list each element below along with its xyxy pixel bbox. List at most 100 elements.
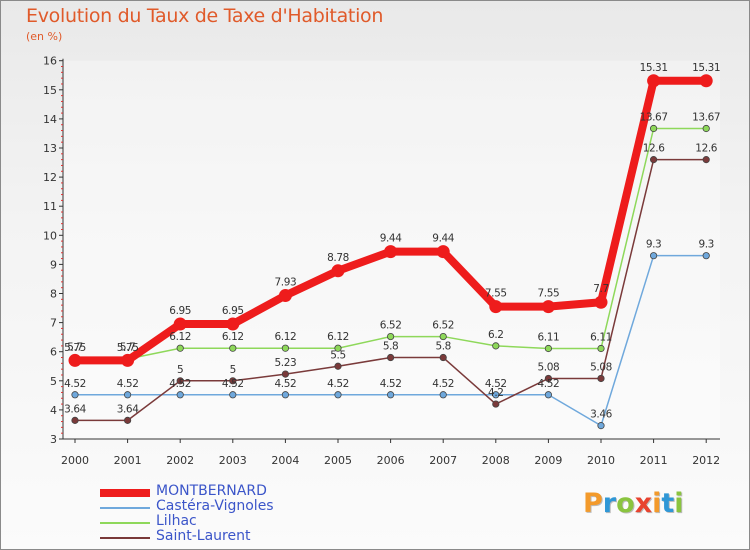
logo-letter: x: [634, 488, 653, 519]
y-tick-label: 16: [43, 55, 57, 68]
data-point: [121, 353, 135, 367]
data-point: [386, 391, 395, 399]
data-point: [489, 300, 503, 314]
x-tick-label: 2004: [271, 454, 299, 467]
data-label: 4.52: [222, 378, 244, 390]
y-tick-label: 7: [50, 317, 57, 330]
data-point: [541, 300, 555, 314]
data-label: 5.08: [590, 361, 612, 373]
data-label: 7.55: [485, 288, 507, 300]
data-point: [176, 344, 184, 352]
data-label: 5.08: [538, 361, 560, 373]
data-label: 9.3: [646, 239, 662, 251]
data-label: 5.5: [330, 349, 346, 361]
legend-label: Saint-Laurent: [156, 528, 251, 544]
data-label: 6.12: [275, 331, 297, 343]
data-point: [544, 391, 553, 399]
data-point: [439, 391, 447, 399]
data-point: [226, 317, 240, 331]
data-point: [334, 391, 342, 399]
data-label: 7.93: [275, 277, 297, 289]
logo-letter: P: [583, 488, 603, 519]
data-point: [124, 391, 132, 399]
data-label: 4.52: [64, 378, 86, 390]
chart-unit-label: (en %): [26, 30, 63, 43]
data-point: [386, 353, 395, 362]
data-label: 5.7: [67, 341, 83, 353]
legend-label: Lilhac: [156, 513, 197, 529]
x-tick-label: 2008: [482, 454, 510, 467]
data-point: [386, 332, 395, 341]
data-label: 6.12: [169, 331, 191, 343]
data-label: 7.55: [538, 288, 560, 300]
y-tick-label: 10: [43, 229, 57, 242]
data-label: 5.7: [120, 341, 136, 353]
y-tick-label: 6: [50, 346, 57, 359]
x-tick-label: 2001: [114, 454, 142, 467]
y-tick-label: 13: [43, 142, 57, 155]
data-label: 4.52: [485, 378, 507, 390]
data-point: [173, 317, 187, 331]
data-label: 6.2: [488, 329, 504, 341]
data-label: 4.52: [432, 378, 454, 390]
data-point: [281, 391, 289, 399]
data-point: [124, 416, 132, 424]
data-point: [544, 374, 553, 383]
data-point: [594, 295, 608, 309]
x-tick-label: 2012: [692, 454, 720, 467]
data-point: [176, 377, 184, 385]
x-tick-label: 2005: [324, 454, 352, 467]
data-point: [229, 344, 237, 352]
data-label: 4.52: [327, 378, 349, 390]
data-label: 13.67: [692, 112, 720, 124]
data-label: 6.52: [380, 320, 402, 332]
y-tick-label: 11: [43, 200, 57, 213]
chart-title: Evolution du Taux de Taxe d'Habitation: [26, 5, 384, 27]
data-label: 6.95: [222, 305, 244, 317]
data-label: 13.67: [640, 112, 668, 124]
logo-letter: i: [674, 488, 684, 519]
data-point: [71, 391, 79, 399]
y-tick-label: 14: [43, 113, 57, 126]
logo-letter: i: [652, 488, 662, 519]
data-label: 9.3: [698, 239, 714, 251]
data-point: [229, 391, 237, 399]
data-point: [702, 124, 710, 133]
data-label: 4.52: [538, 378, 560, 390]
data-label: 6.12: [222, 331, 244, 343]
data-label: 6.52: [432, 320, 454, 332]
data-label: 4.2: [488, 387, 504, 399]
data-point: [597, 344, 605, 353]
data-point: [439, 353, 447, 362]
x-tick-label: 2006: [377, 454, 405, 467]
data-label: 6.11: [590, 331, 612, 343]
data-point: [492, 391, 500, 399]
data-label: 9.44: [380, 233, 402, 245]
data-point: [649, 124, 658, 133]
proxiti-logo: Proxiti: [583, 488, 684, 519]
data-label: 8.78: [327, 252, 349, 264]
legend-label: MONTBERNARD: [156, 483, 267, 499]
data-point: [281, 370, 289, 378]
y-tick-label: 9: [50, 258, 57, 271]
x-tick-label: 2009: [534, 454, 562, 467]
data-point: [68, 353, 82, 367]
data-label: 6.12: [327, 331, 349, 343]
data-point: [544, 344, 553, 353]
data-point: [229, 377, 237, 385]
x-tick-label: 2002: [166, 454, 194, 467]
data-label: 6.11: [538, 331, 560, 343]
data-point: [331, 264, 345, 278]
data-label: 7.7: [593, 283, 609, 295]
data-label: 4.52: [117, 378, 139, 390]
data-point: [334, 344, 342, 352]
data-point: [647, 74, 661, 88]
data-point: [436, 245, 450, 259]
data-label: 5.8: [435, 341, 451, 353]
x-tick-label: 2010: [587, 454, 615, 467]
data-label: 9.44: [432, 233, 454, 245]
data-point: [649, 156, 658, 164]
data-point: [702, 156, 710, 164]
